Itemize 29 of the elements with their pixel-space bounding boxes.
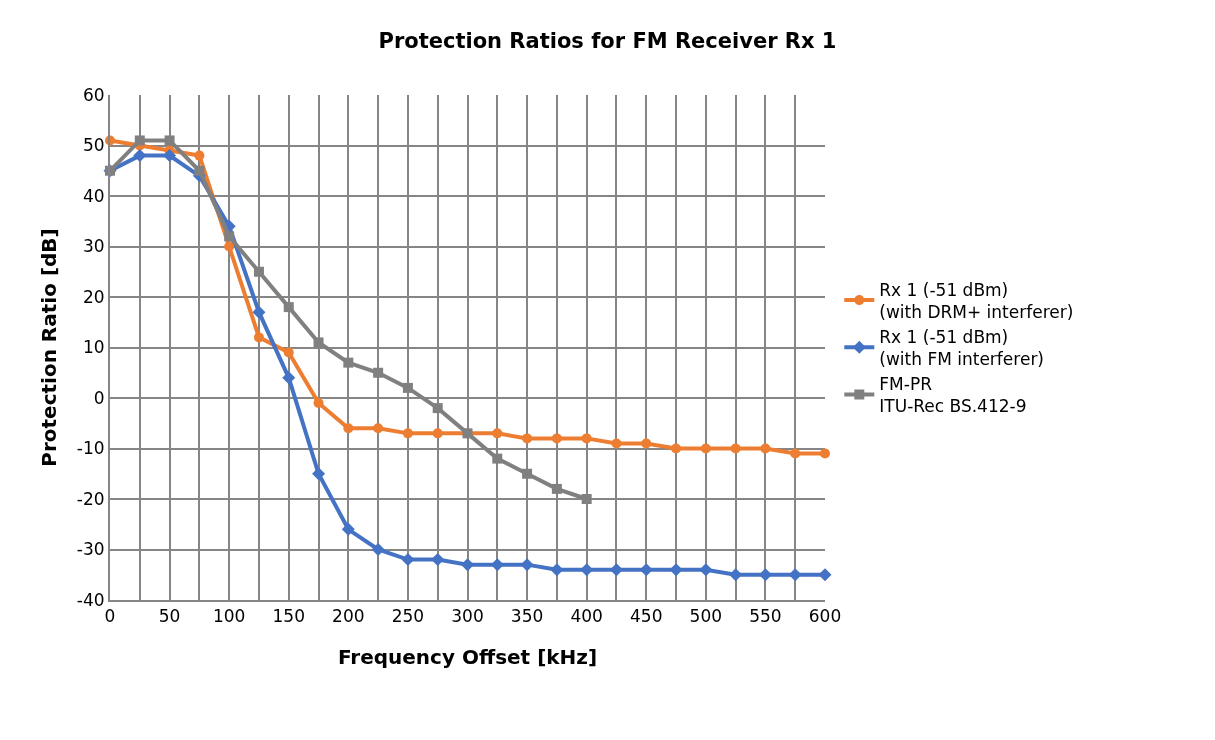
y-tick-label: 0 [93,387,105,408]
x-tick-label: 100 [212,606,246,627]
y-tick-label: -30 [76,539,105,560]
y-tick-label: -20 [76,488,105,509]
legend-label: FM-PR ITU-Rec BS.412-9 [879,374,1027,417]
legend-label: Rx 1 (-51 dBm) (with DRM+ interferer) [879,279,1074,322]
y-tick-label: 30 [82,236,105,257]
x-tick-label: 600 [808,606,842,627]
x-tick-label: 350 [510,606,544,627]
y-tick-label: -10 [76,438,105,459]
chart-title: Protection Ratios for FM Receiver Rx 1 [378,29,837,53]
x-tick-label: 450 [630,606,663,627]
y-tick-label: -40 [76,589,105,610]
y-tick-label: 10 [82,337,105,358]
y-axis-title: Protection Ratio [dB] [36,228,61,467]
y-tick-label: 60 [82,84,105,105]
x-tick-label: 300 [451,606,484,627]
x-tick-label: 200 [332,606,365,627]
x-tick-label: 550 [749,606,782,627]
y-tick-label: 50 [82,135,105,156]
y-tick-label: 20 [82,286,105,307]
legend-label: Rx 1 (-51 dBm) (with FM interferer) [879,326,1045,369]
x-tick-label: 150 [272,606,305,627]
x-tick-label: 500 [689,606,723,627]
x-axis-title: Frequency Offset [kHz] [337,645,598,670]
x-tick-label: 250 [391,606,425,627]
y-tick-label: 40 [82,185,105,206]
x-tick-label: 400 [570,606,603,627]
x-tick-label: 50 [158,606,181,627]
